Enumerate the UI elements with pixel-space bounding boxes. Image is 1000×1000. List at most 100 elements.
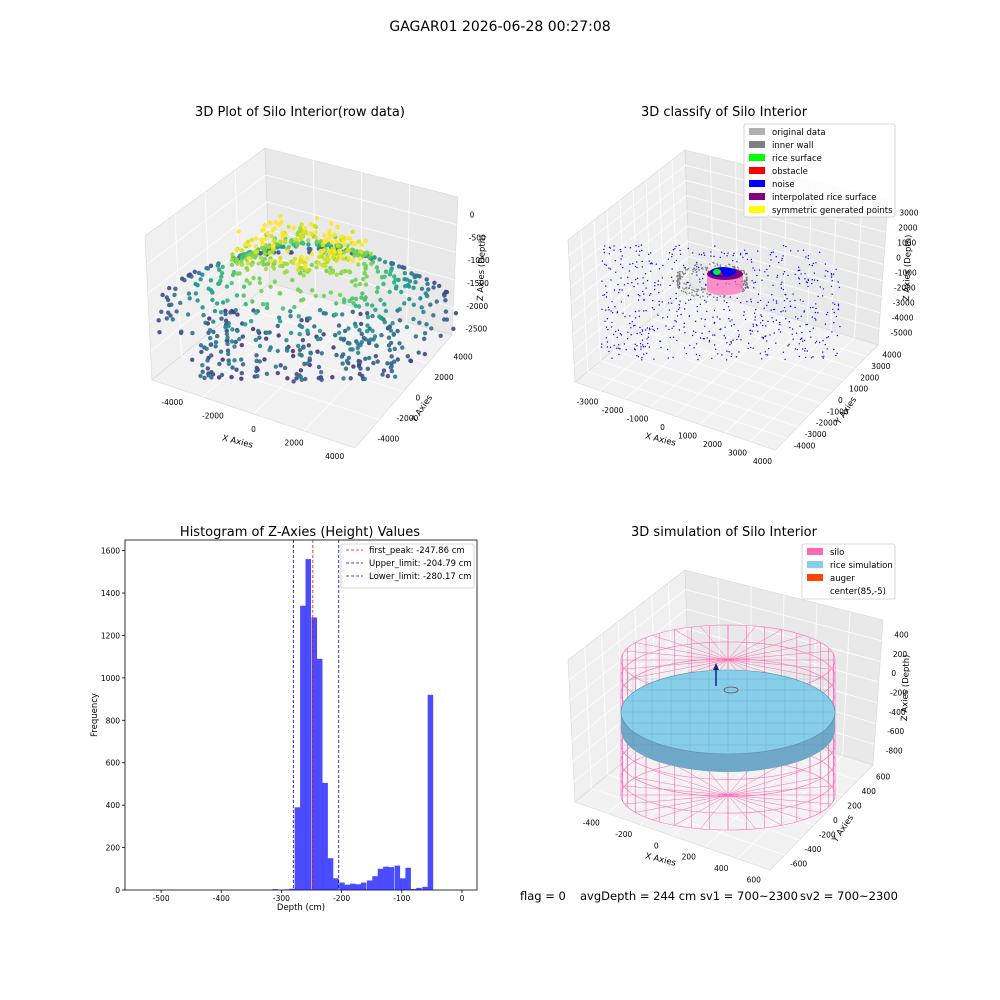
- raw-data-point: [301, 297, 306, 302]
- inner-wall-point: [681, 270, 683, 273]
- raw-data-point: [299, 222, 304, 227]
- legend-label: obstacle: [772, 167, 808, 177]
- noise-point: [624, 316, 626, 318]
- noise-point: [787, 274, 789, 277]
- raw-data-point: [259, 288, 264, 294]
- raw-data-point: [239, 342, 244, 348]
- noise-point: [644, 345, 646, 348]
- noise-point: [653, 288, 656, 291]
- noise-point: [606, 341, 609, 343]
- noise-point: [738, 336, 740, 338]
- noise-point: [641, 356, 643, 359]
- noise-point: [630, 327, 632, 329]
- raw-data-point: [178, 300, 183, 306]
- noise-point: [827, 336, 830, 338]
- noise-point: [783, 300, 786, 302]
- noise-point: [818, 251, 821, 253]
- raw-data-point: [290, 277, 295, 283]
- inner-wall-point: [676, 271, 679, 274]
- noise-point: [648, 327, 651, 330]
- noise-point: [757, 293, 760, 295]
- noise-point: [671, 253, 673, 255]
- noise-point: [692, 252, 694, 254]
- raw-data-point: [283, 232, 288, 237]
- raw-data-point: [418, 296, 423, 301]
- noise-point: [781, 257, 783, 260]
- inner-wall-point: [696, 263, 698, 265]
- raw-data-point: [223, 311, 228, 317]
- raw-x-tick-label: 0: [251, 425, 256, 434]
- noise-point: [627, 276, 629, 278]
- simulation-z-ticks: 400 200 0 -200 -400 -600 -800: [886, 631, 909, 756]
- raw-data-point: [288, 314, 293, 319]
- raw-data-point: [411, 285, 416, 290]
- noise-point: [798, 269, 801, 271]
- raw-data-point: [328, 290, 333, 295]
- noise-point: [835, 315, 838, 318]
- raw-data-point: [345, 248, 350, 253]
- noise-point: [660, 346, 662, 349]
- inner-wall-point: [694, 290, 696, 293]
- noise-point: [807, 255, 810, 257]
- histogram-bar: [427, 694, 434, 890]
- noise-point: [789, 326, 791, 329]
- noise-point: [614, 306, 616, 308]
- noise-point: [767, 320, 769, 323]
- raw-data-point: [365, 314, 371, 320]
- raw-data-point: [210, 290, 215, 295]
- raw-data-point: [385, 373, 391, 379]
- raw-data-point: [334, 301, 339, 306]
- silo-spoke: [727, 777, 821, 796]
- noise-point: [830, 273, 833, 275]
- legend-swatch: [749, 193, 765, 200]
- raw-data-point: [302, 226, 308, 231]
- raw-data-point: [378, 315, 384, 321]
- raw-data-point: [395, 328, 400, 334]
- noise-point: [698, 253, 700, 255]
- noise-point: [662, 264, 664, 267]
- classify-points: [600, 244, 841, 361]
- noise-point: [797, 269, 799, 272]
- raw-data-point: [257, 343, 263, 349]
- noise-point: [762, 324, 764, 327]
- noise-point: [650, 270, 652, 272]
- inner-wall-point: [685, 287, 687, 290]
- histogram-legend: first_peak: -247.86 cm Upper_limit: -204.…: [340, 543, 475, 589]
- silo-spoke: [674, 764, 729, 796]
- noise-point: [675, 259, 677, 262]
- noise-point: [797, 318, 799, 320]
- noise-point: [814, 311, 817, 314]
- legend-label: original data: [772, 128, 826, 138]
- histogram-bar: [305, 559, 312, 890]
- simulation-z-tick-label: -800: [886, 746, 903, 755]
- raw-data-point: [250, 326, 256, 332]
- legend-swatch: [807, 561, 823, 568]
- grid-line: [613, 349, 810, 416]
- noise-point: [746, 252, 748, 255]
- noise-point: [794, 273, 796, 275]
- raw-data-point: [200, 272, 205, 277]
- noise-point: [675, 292, 677, 295]
- noise-point: [659, 284, 662, 286]
- raw-data-point: [209, 353, 214, 358]
- noise-point: [779, 331, 782, 333]
- noise-point: [618, 353, 620, 356]
- noise-point: [736, 297, 738, 299]
- noise-point: [750, 346, 752, 349]
- raw-data-point: [382, 259, 388, 265]
- noise-point: [783, 271, 786, 273]
- raw-data-point: [347, 298, 352, 304]
- noise-point: [614, 259, 616, 262]
- noise-point: [628, 270, 631, 272]
- classify-z-tick-label: 2000: [898, 224, 917, 233]
- status-sv2: sv2 = 700~2300: [800, 889, 898, 903]
- raw-data-point: [346, 326, 351, 331]
- noise-point: [634, 343, 636, 345]
- inner-wall-point: [733, 266, 736, 269]
- noise-point: [679, 300, 681, 302]
- histogram-y-ticks: 0 200 400 600 800 1000 1200 1400 1600: [101, 547, 125, 895]
- noise-point: [602, 294, 604, 296]
- raw-data-point: [203, 320, 208, 325]
- noise-point: [693, 347, 695, 349]
- noise-point: [701, 332, 703, 334]
